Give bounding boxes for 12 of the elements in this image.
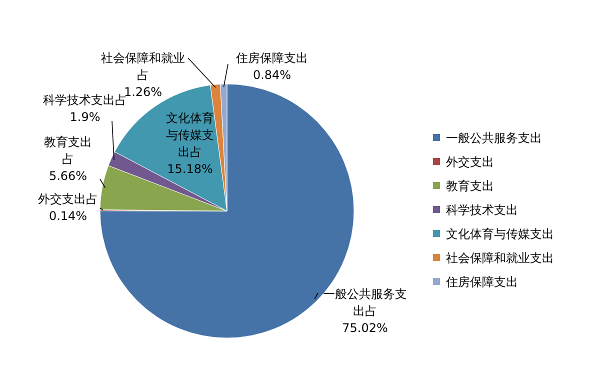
legend-label: 教育支出 [446, 179, 494, 193]
data-label: 一般公共服务支出占 75.02% [323, 287, 407, 335]
data-label: 教育支出占 5.66% [44, 135, 92, 183]
legend-label: 文化体育与传媒支出 [446, 227, 554, 241]
legend-label: 外交支出 [446, 155, 494, 169]
legend-label: 科学技术支出 [446, 203, 518, 217]
legend-label: 一般公共服务支出 [446, 131, 542, 145]
data-label: 文化体育与传媒支出占 15.18% [166, 111, 214, 176]
data-label: 外交支出占 0.14% [38, 192, 98, 223]
data-label: 住房保障支出 0.84% [235, 51, 308, 82]
legend-label: 社会保障和就业支出 [446, 251, 554, 265]
legend-label: 住房保障支出 [445, 275, 518, 289]
